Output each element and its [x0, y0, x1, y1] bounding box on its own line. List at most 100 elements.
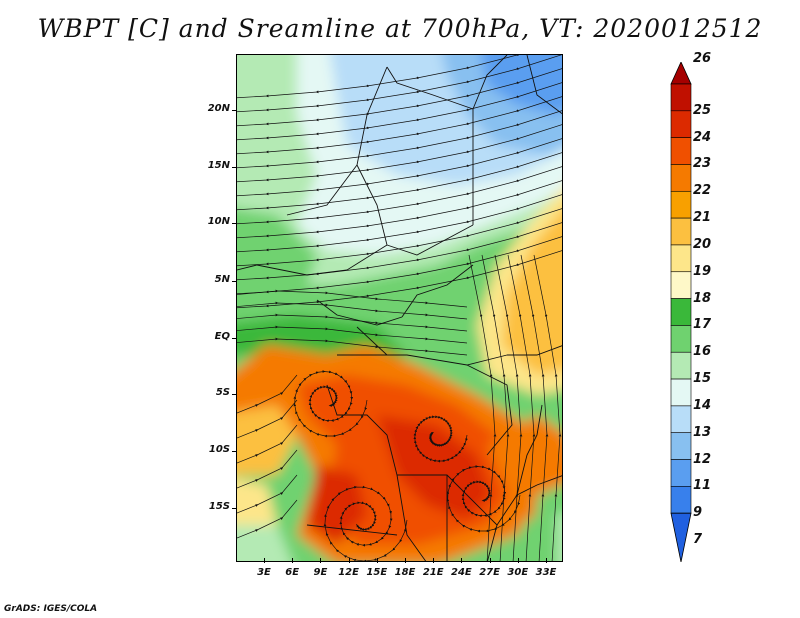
lon-tick: [264, 558, 265, 563]
streamline: [413, 415, 468, 463]
colorbar-label: 15: [693, 371, 712, 387]
lon-label: 30E: [507, 567, 529, 578]
lat-label: 20N: [207, 103, 230, 114]
lat-tick: [232, 281, 237, 282]
streamline: [237, 424, 298, 464]
lat-label: 5N: [214, 274, 230, 285]
streamline: [323, 485, 408, 561]
streamline: [293, 370, 368, 438]
colorbar-label: 14: [693, 397, 712, 413]
lon-label: 33E: [535, 567, 557, 578]
colorbar-bottom-triangle: [670, 512, 692, 562]
colorbar-label: 12: [693, 451, 712, 467]
wbpt-streamline-map: [237, 55, 562, 561]
colorbar-segment: [670, 190, 692, 219]
lat-label: 15N: [207, 160, 230, 171]
lon-tick: [433, 558, 435, 563]
lat-label: 5S: [215, 387, 230, 398]
lat-label: EQ: [214, 331, 230, 342]
colorbar-label: 26: [693, 51, 712, 67]
lon-label: 3E: [257, 567, 271, 578]
map-title: WBPT [C] and Sreamline at 700hPa, VT: 20…: [37, 14, 763, 43]
lat-label: 10N: [207, 216, 230, 227]
lon-label: 15E: [366, 567, 388, 578]
lat-tick: [232, 110, 237, 111]
streamline: [533, 254, 562, 561]
grads-credit: GrADS: IGES/COLA: [4, 604, 98, 614]
colorbar-label: 25: [693, 102, 712, 118]
temperature-field: [237, 55, 562, 561]
streamline: [237, 289, 468, 308]
field-region-green: [528, 485, 562, 561]
lat-tick: [232, 508, 237, 509]
colorbar-segment: [670, 378, 692, 407]
lat-tick: [232, 167, 237, 168]
colorbar-segment: [670, 459, 692, 487]
colorbar-segment: [670, 298, 692, 326]
colorbar-label: 17: [693, 317, 712, 333]
colorbar-label: 20: [693, 236, 712, 252]
streamline: [237, 325, 468, 344]
colorbar-label: 13: [693, 424, 712, 440]
colorbar-segment: [670, 244, 692, 273]
lon-label: 9E: [313, 567, 328, 578]
colorbar-segment: [670, 486, 692, 514]
lon-tick: [348, 558, 350, 563]
streamline: [237, 374, 298, 414]
lon-label: 6E: [285, 567, 300, 578]
lat-tick: [232, 223, 237, 224]
lon-tick: [376, 558, 378, 563]
lon-tick: [517, 558, 519, 563]
colorbar-segment: [670, 110, 692, 138]
lat-tick: [232, 338, 237, 339]
lon-label: 12E: [338, 567, 359, 578]
field-region-light_green: [237, 525, 292, 561]
colorbar-segment: [670, 164, 692, 192]
streamlines: [237, 55, 562, 561]
colorbar-segment: [670, 83, 692, 112]
colorbar-label: 23: [693, 156, 712, 172]
lat-label: 15S: [208, 501, 230, 512]
lat-tick: [232, 451, 237, 452]
streamline: [237, 313, 468, 332]
streamline: [237, 449, 298, 489]
lon-label: 27E: [479, 567, 500, 578]
lat-tick: [232, 394, 237, 395]
colorbar-label: 18: [693, 290, 712, 306]
streamline: [237, 337, 468, 356]
colorbar-label: 7: [693, 532, 703, 547]
colorbar-segment: [670, 271, 692, 299]
colorbar-label: 11: [693, 478, 712, 494]
lon-tick: [405, 558, 406, 563]
field-region-light_green: [557, 513, 562, 561]
colorbar-label: 24: [693, 129, 712, 145]
streamline: [446, 465, 521, 533]
streamline: [237, 399, 298, 439]
colorbar-label: 21: [693, 210, 712, 226]
colorbar-label: 16: [693, 344, 712, 360]
lon-label: 21E: [422, 567, 444, 578]
colorbar-label: 9: [693, 505, 703, 521]
map-panel: [236, 54, 563, 562]
colorbar-segment: [670, 351, 692, 380]
colorbar-label: 19: [693, 263, 712, 279]
streamline: [237, 499, 298, 539]
lon-tick: [292, 558, 294, 563]
colorbar-segment: [670, 137, 692, 165]
lon-tick: [546, 558, 547, 563]
streamline: [237, 474, 298, 514]
streamline: [237, 301, 468, 320]
colorbar-segment: [670, 405, 692, 434]
border-line: [526, 55, 562, 115]
lon-tick: [489, 558, 491, 563]
lat-label: 10S: [208, 444, 230, 455]
colorbar-top-triangle: [670, 62, 692, 85]
lon-tick: [461, 558, 463, 563]
lon-label: 18E: [394, 567, 416, 578]
colorbar: [670, 62, 692, 562]
colorbar-segment: [670, 325, 692, 353]
colorbar-segment: [670, 432, 692, 460]
colorbar-segment: [670, 217, 692, 246]
lon-label: 24E: [451, 567, 472, 578]
lon-tick: [320, 558, 322, 563]
